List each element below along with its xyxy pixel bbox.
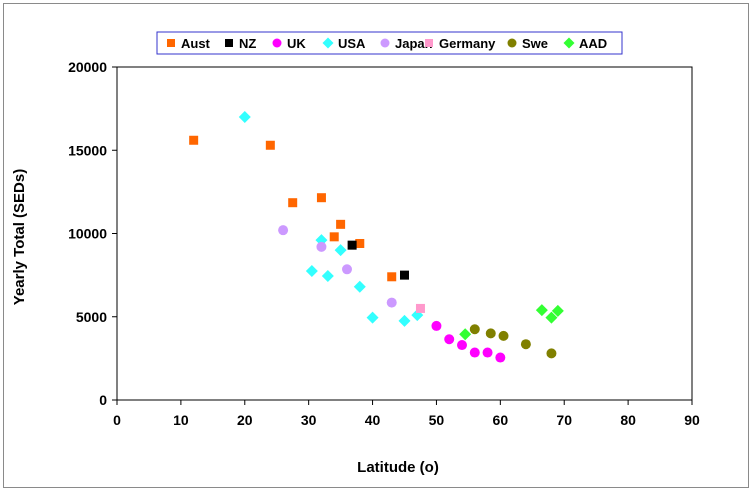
legend-label: Japan <box>395 36 433 51</box>
data-point <box>316 193 326 203</box>
data-point <box>334 244 347 257</box>
legend-marker <box>425 39 433 47</box>
scatter-chart: Aust NZ UK USA Japan Germany Swe AAD 0 10 20 30 40 5… <box>11 31 700 476</box>
x-tick-label: 10 <box>173 412 189 428</box>
x-tick-label: 40 <box>365 412 381 428</box>
data-point <box>415 303 425 313</box>
legend-label: NZ <box>239 36 256 51</box>
y-tick-label: 20000 <box>68 59 107 75</box>
data-point <box>189 135 199 145</box>
data-point <box>305 264 318 277</box>
data-point <box>238 110 251 123</box>
data-point <box>347 240 357 250</box>
data-point <box>551 304 564 317</box>
legend-item-germany: Germany <box>425 36 496 51</box>
x-axis-label: Latitude (o) <box>357 459 439 476</box>
x-tick-label: 90 <box>684 412 700 428</box>
legend-marker <box>322 37 334 49</box>
legend-label: Germany <box>439 36 496 51</box>
data-point <box>355 238 365 248</box>
axes: 0 10 20 30 40 50 60 70 80 90 0 5000 10000 15000 20000 <box>68 59 700 428</box>
legend-marker <box>380 38 390 48</box>
data-point <box>278 225 289 236</box>
data-point <box>520 339 531 350</box>
series-uk <box>431 320 506 363</box>
legend-label: UK <box>287 36 306 51</box>
legend: Aust NZ UK USA Japan Germany Swe AAD <box>156 31 623 55</box>
data-point <box>444 334 455 345</box>
legend-item-nz: NZ <box>225 36 256 51</box>
data-point <box>546 348 557 359</box>
series-aad <box>459 304 564 341</box>
x-tick-label: 0 <box>113 412 121 428</box>
series-aust <box>189 135 397 282</box>
data-point <box>398 314 411 327</box>
data-point <box>482 347 493 358</box>
data-point <box>321 269 334 282</box>
chart-frame: Aust NZ UK USA Japan Germany Swe AAD 0 10 20 30 40 5… <box>3 3 749 488</box>
data-point <box>469 324 480 335</box>
legend-item-usa: USA <box>322 36 366 51</box>
y-tick-label: 5000 <box>76 309 107 325</box>
legend-marker <box>272 38 282 48</box>
legend-item-japan: Japan <box>380 36 433 51</box>
data-point <box>535 304 548 317</box>
data-point <box>459 328 472 341</box>
series-germany <box>415 303 425 313</box>
x-tick-label: 60 <box>493 412 509 428</box>
x-tick-label: 30 <box>301 412 317 428</box>
data-point <box>387 272 397 282</box>
legend-label: Aust <box>181 36 211 51</box>
data-point <box>400 270 409 280</box>
data-point <box>329 232 339 242</box>
legend-item-aust: Aust <box>167 36 211 51</box>
y-tick-label: 0 <box>99 392 107 408</box>
data-points <box>189 110 564 363</box>
x-tick-label: 20 <box>237 412 253 428</box>
legend-marker <box>507 38 517 48</box>
legend-label: AAD <box>579 36 607 51</box>
y-tick-label: 15000 <box>68 142 107 158</box>
x-tick-label: 80 <box>620 412 636 428</box>
data-point <box>498 330 509 341</box>
y-axis-label: Yearly Total (SEDs) <box>11 169 28 305</box>
x-tick-label: 50 <box>429 412 445 428</box>
data-point <box>265 140 275 150</box>
data-point <box>353 280 366 293</box>
legend-label: Swe <box>522 36 548 51</box>
series-nz <box>347 240 409 280</box>
series-swe <box>469 324 557 359</box>
data-point <box>495 352 506 363</box>
data-point <box>316 241 327 252</box>
data-point <box>469 347 480 358</box>
legend-label: USA <box>338 36 366 51</box>
series-japan <box>278 225 397 308</box>
data-point <box>366 311 379 324</box>
legend-marker <box>563 37 575 49</box>
x-tick-label: 70 <box>556 412 572 428</box>
legend-marker <box>167 39 175 47</box>
data-point <box>431 320 442 331</box>
data-point <box>545 311 558 324</box>
data-point <box>342 264 352 275</box>
legend-marker <box>225 39 233 47</box>
legend-item-uk: UK <box>272 36 306 51</box>
data-point <box>457 340 467 351</box>
data-point <box>485 328 496 339</box>
data-point <box>336 219 346 229</box>
data-point <box>288 198 298 208</box>
y-tick-label: 10000 <box>68 226 107 242</box>
legend-item-aad: AAD <box>563 36 607 51</box>
plot-area <box>116 66 693 401</box>
legend-item-swe: Swe <box>507 36 548 51</box>
data-point <box>386 297 397 308</box>
